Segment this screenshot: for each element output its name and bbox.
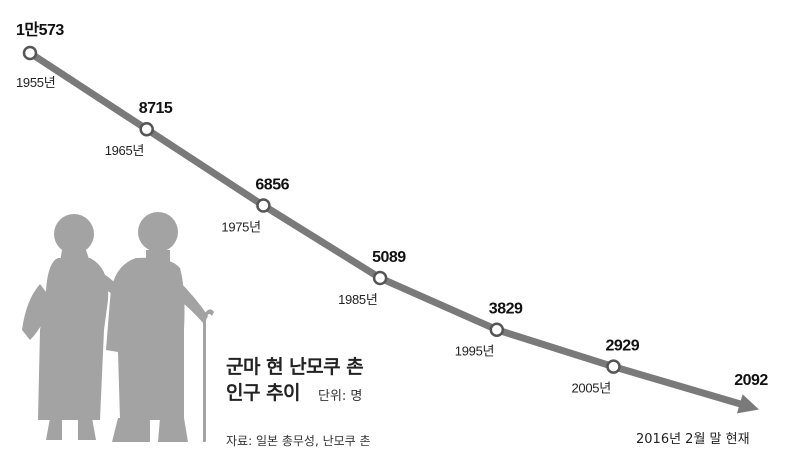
data-label: 3829: [489, 301, 523, 318]
data-label: 1만573: [16, 21, 64, 39]
data-label: 2929: [606, 338, 640, 355]
data-label: 6856: [255, 177, 289, 194]
data-point-marker: [139, 121, 154, 137]
unit-label: 단위: 명: [318, 389, 363, 404]
elderly-couple-silhouette: [22, 212, 214, 442]
data-markers: [22, 45, 621, 374]
chart-title-line-2: 인구 추이: [226, 382, 301, 404]
data-point-marker: [22, 45, 38, 61]
x-tick-label: 1985년: [338, 292, 377, 307]
data-point-marker: [489, 322, 505, 337]
data-point-marker: [606, 359, 621, 374]
trend-arrowhead: [736, 394, 759, 414]
as-of-note: 2016년 2월 말 현재: [636, 432, 750, 447]
x-tick-label: 1975년: [221, 220, 260, 235]
data-point-marker: [256, 198, 271, 213]
x-tick-label: 2005년: [572, 381, 611, 396]
source-note: 자료: 일본 총무성, 난모쿠 촌: [226, 434, 371, 448]
chart-title-line-1: 군마 현 난모쿠 촌: [226, 356, 364, 378]
data-label: 8715: [139, 100, 173, 117]
x-tick-label: 1955년: [16, 75, 55, 90]
data-point-marker: [372, 270, 388, 286]
data-label: 2092: [734, 372, 768, 389]
data-label: 5089: [372, 249, 406, 266]
data-labels: 1만573 1955년 8715 1965년 6856 1975년 5089 1985년 382…: [16, 21, 769, 396]
x-tick-label: 1965년: [105, 143, 144, 158]
x-tick-label: 1995년: [455, 344, 494, 359]
